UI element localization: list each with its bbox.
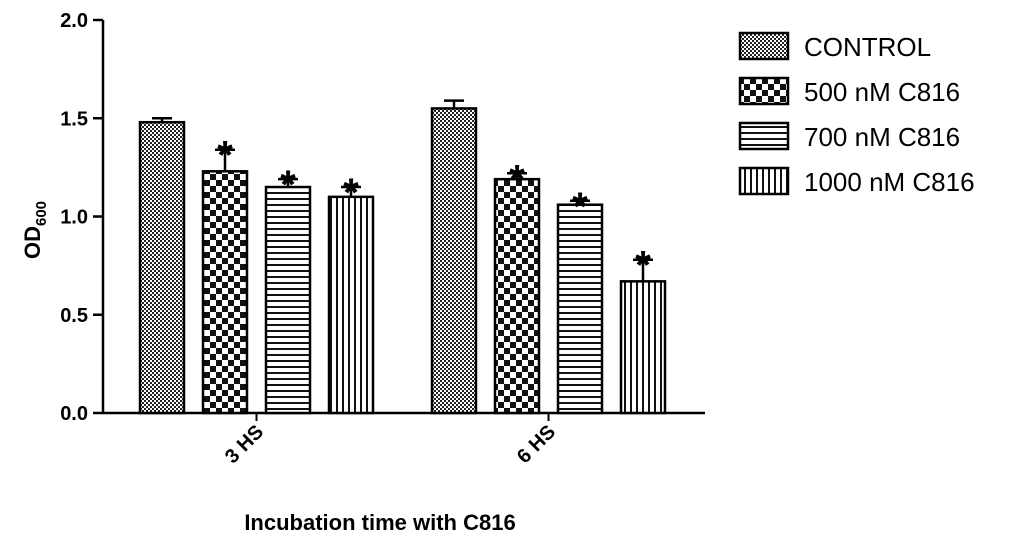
legend-swatch bbox=[738, 121, 790, 151]
bar-6hs-3 bbox=[619, 280, 667, 415]
bar-3hs-0 bbox=[138, 120, 186, 415]
bar-3hs-2 bbox=[264, 185, 312, 415]
significance-star: * bbox=[572, 185, 588, 229]
x-axis-title: Incubation time with C816 bbox=[244, 510, 515, 535]
y-axis: 0.0 0.5 1.0 1.5 2.0 bbox=[60, 10, 105, 425]
legend-label: 1000 nM C816 bbox=[804, 167, 975, 197]
significance-star: * bbox=[509, 157, 525, 201]
x-ticks-group: 3 HS 6 HS bbox=[221, 413, 560, 468]
x-tick-label: 6 HS bbox=[513, 421, 560, 468]
bars-group: * * * * * * bbox=[138, 99, 667, 415]
bar-6hs-0 bbox=[430, 107, 478, 415]
bar-6hs-2 bbox=[556, 203, 604, 415]
y-tick-label: 1.5 bbox=[60, 108, 88, 130]
y-axis-title: OD600 bbox=[20, 201, 50, 259]
x-tick-label: 3 HS bbox=[221, 421, 268, 468]
bar-3hs-3 bbox=[327, 195, 375, 415]
significance-star: * bbox=[280, 163, 296, 207]
legend-label: 700 nM C816 bbox=[804, 122, 960, 152]
y-axis-title-main: OD bbox=[20, 226, 45, 259]
legend-label: CONTROL bbox=[804, 32, 931, 62]
legend-swatch bbox=[738, 166, 790, 196]
significance-star: * bbox=[635, 244, 651, 288]
legend: CONTROL 500 nM C816 700 nM C816 1000 nM C81… bbox=[738, 31, 975, 197]
bar-6hs-1 bbox=[493, 177, 541, 415]
legend-label: 500 nM C816 bbox=[804, 77, 960, 107]
y-tick-label: 0.5 bbox=[60, 305, 88, 327]
y-tick-label: 2.0 bbox=[60, 10, 88, 32]
legend-swatch bbox=[738, 76, 790, 106]
bar-3hs-1 bbox=[201, 170, 249, 415]
y-tick-label: 0.0 bbox=[60, 403, 88, 425]
y-axis-title-subscript: 600 bbox=[33, 201, 50, 226]
y-tick-label: 1.0 bbox=[60, 207, 88, 229]
significance-star: * bbox=[343, 171, 359, 215]
significance-star: * bbox=[217, 134, 233, 178]
legend-swatch bbox=[738, 31, 790, 61]
